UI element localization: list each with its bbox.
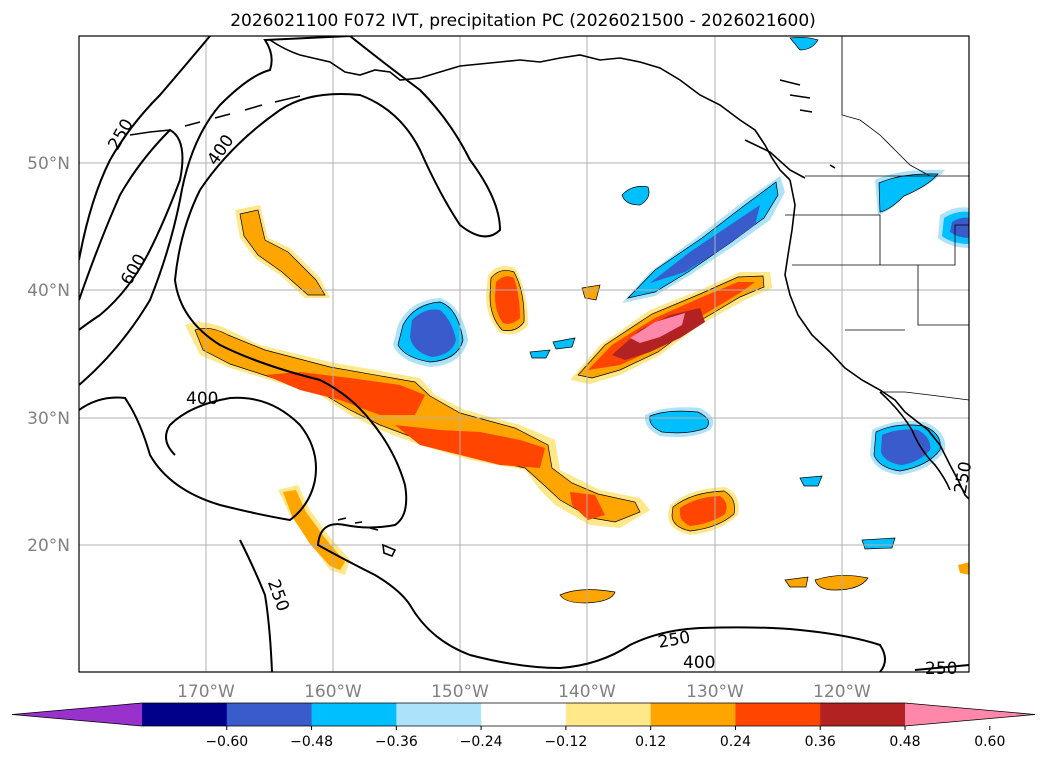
precip-region-red-band [265,372,425,415]
lon-label-130w: 130°W [686,682,744,702]
border-states [785,214,969,331]
lat-label-40n: 40°N [27,281,70,301]
precip-region-negative-coast-dark [881,429,931,465]
lon-label-120w: 120°W [813,682,871,702]
precip-region-negative-small-5 [799,475,823,487]
colorbar-tick-label: −0.48 [290,734,333,750]
precip-region-negative-small-6 [861,537,896,550]
colorbar-tick-label: −0.36 [375,734,418,750]
map-frame [78,35,970,673]
colorbar-tick-label: −0.60 [205,734,248,750]
precip-region-negative-small-4 [529,349,551,359]
ivt-contour-250-north [79,36,211,261]
lon-label-140w: 140°W [558,682,616,702]
precip-region-ar-pink [630,313,685,343]
precip-region-negative-small-3 [552,337,576,350]
colorbar-swatch [311,703,397,726]
ivt-contours [79,36,969,672]
lat-label-30n: 30°N [27,409,70,429]
colorbar-swatch [650,703,736,726]
precip-region-negative-blob-dark [410,309,456,357]
lon-label-150w: 150°W [431,682,489,702]
colorbar-extend-min [12,703,142,726]
colorbar-swatch [226,703,313,726]
ivt-contour-250-se [914,664,969,671]
colorbar-outline [11,702,1036,727]
longitude-labels: 170°W 160°W 150°W 140°W 130°W 120°W [177,682,871,702]
lon-label-170w: 170°W [177,682,235,702]
border-us-mexico [880,391,969,401]
lat-label-20n: 20°N [27,536,70,556]
colorbar-swatch [735,703,821,726]
precip-region-positive-blob-red [495,276,520,324]
precip-region-positive-small-orange [239,209,326,296]
colorbar-swatch [396,703,482,726]
colorbar-swatch [142,703,228,726]
coastline-small-islands [779,79,836,169]
colorbar-tick-label: 0.24 [720,734,751,750]
precip-region-positive-southwest-orange [283,490,345,570]
precip-region-negative-small-2 [789,36,819,51]
colorbar-swatch [481,703,567,726]
ivt-contour-400-inner [79,396,317,522]
lat-label-50n: 50°N [27,154,70,174]
precip-region-negative-streak-blue [626,181,779,299]
border-alaska-canada [841,36,931,177]
colorbar-extend-max [905,703,1035,726]
colorbar-swatch [565,703,652,726]
colorbar-tick-label: −0.12 [544,734,587,750]
political-borders [785,36,969,401]
colorbar-tick-label: 0.36 [805,734,836,750]
precip-region-negative-small-1 [621,186,650,206]
ivt-contour-250-south [239,539,273,672]
colorbar: −0.60 −0.48 −0.36 −0.24 −0.12 0.12 0.24 0.36 0.4… [11,702,1036,750]
colorbar-tick-label: 0.12 [635,734,666,750]
coastline-vancouver [744,139,806,179]
colorbar-tick-label: 0.48 [889,734,920,750]
coastline-aleutians [129,95,301,136]
colorbar-tick-label: −0.24 [460,734,503,750]
coastline-alaska [269,39,791,181]
coastline-hawaii [337,517,397,558]
precip-region-negative-mid-blue [649,410,709,434]
coastlines [129,39,969,558]
contour-label-250-coast: 250 [951,460,976,495]
ivt-contour-400-main [79,36,886,672]
precip-region-negative-northeast-blue [878,173,939,213]
lon-label-160w: 160°W [304,682,362,702]
ivt-contour-600 [79,128,184,331]
coastline-baja [879,391,951,491]
precip-region-red-band-2 [395,425,545,468]
coastline-west-coast [784,179,969,501]
contour-label-250-se: 250 [925,659,957,679]
contour-label-400-west: 400 [186,389,218,409]
precip-region-negative-streak-dark [650,205,760,283]
precip-region-positive-small-4 [784,576,809,588]
latitude-labels: 50°N 40°N 30°N 20°N [27,154,70,556]
colorbar-tick-label: 0.60 [974,734,1005,750]
precip-region-positive-small-5 [958,562,969,575]
chart-title: 2026021100 F072 IVT, precipitation PC (2… [230,11,816,31]
contour-label-400-south: 400 [683,653,715,673]
colorbar-swatch [820,703,906,726]
